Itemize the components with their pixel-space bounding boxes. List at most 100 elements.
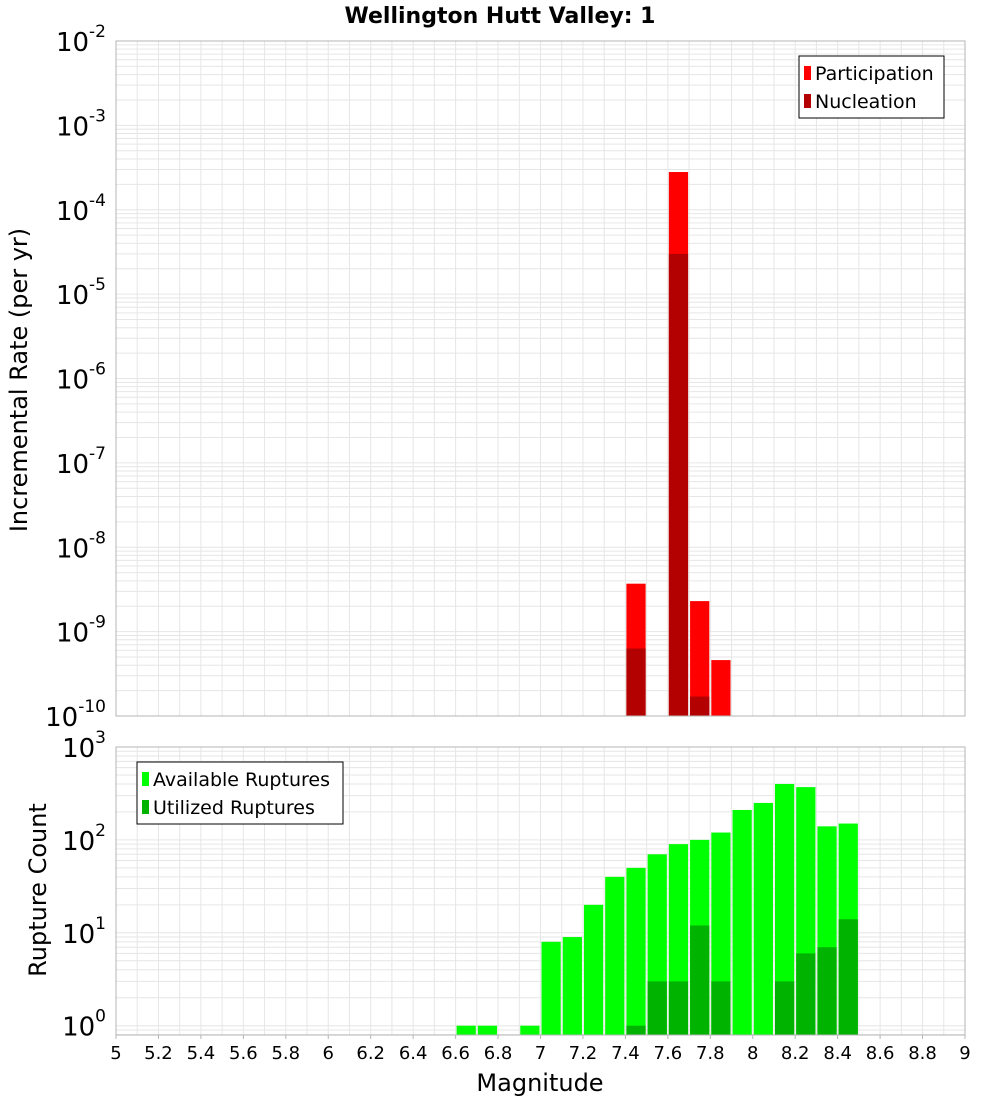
y-tick-exponent: -6 [89,360,106,380]
bar [774,783,795,1035]
y-tick-base: 10 [56,28,89,58]
x-tick-label: 6.6 [441,1043,470,1064]
legend-label: Participation [815,63,934,85]
x-tick-label: 7.6 [654,1043,683,1064]
x-tick-label: 5.8 [271,1043,300,1064]
incremental-rate-panel: 10-1010-910-810-710-610-510-410-310-2Par… [45,22,966,733]
grid-lines [115,41,966,717]
y-tick-base: 10 [56,450,89,480]
bar [520,1025,540,1035]
y-tick-label: 103 [62,728,106,764]
series-nucleation [626,253,710,716]
bar [690,601,710,716]
x-tick-label: 7.4 [611,1043,640,1064]
y-tick-base: 10 [62,827,95,857]
x-tick-label: 6.4 [399,1043,428,1064]
x-tick-label: 5.4 [187,1043,216,1064]
legend-label: Nucleation [815,91,917,113]
legend: Participation Nucleation [798,55,945,119]
x-tick-label: 9 [959,1043,970,1064]
y-tick-base: 10 [62,734,95,764]
x-tick-label: 6 [323,1043,334,1064]
y-tick-label: 101 [62,914,106,950]
bar [838,919,858,1035]
bar [562,937,582,1035]
x-tick-label: 5.2 [144,1043,173,1064]
x-tick-label: 6.8 [484,1043,513,1064]
y-tick-label: 10-6 [56,360,106,396]
y-tick-exponent: -3 [89,106,106,126]
legend-label: Utilized Ruptures [153,797,315,819]
legend: Available Ruptures Utilized Ruptures [136,761,344,825]
y-tick-exponent: 2 [95,821,106,841]
bar [817,947,837,1035]
y-tick-base: 10 [56,534,89,564]
top-y-axis-label: Incremental Rate (per yr) [5,228,33,532]
y-tick-label: 10-5 [56,275,106,311]
y-tick-exponent: 3 [95,728,106,748]
y-tick-label: 10-8 [56,528,106,564]
y-tick-base: 10 [45,703,78,733]
x-tick-label: 7.2 [569,1043,598,1064]
y-tick-base: 10 [62,1013,95,1043]
x-tick-label: 5 [110,1043,121,1064]
bar [711,660,731,716]
y-tick-exponent: 0 [95,1007,106,1027]
y-tick-label: 10-3 [56,106,106,142]
y-tick-exponent: -7 [89,444,106,464]
x-tick-label: 8.6 [866,1043,895,1064]
x-tick-label: 8.4 [823,1043,852,1064]
legend-box [798,55,945,119]
x-tick-label: 6.2 [356,1043,385,1064]
x-tick-label: 8.8 [908,1043,937,1064]
y-tick-exponent: -5 [89,275,106,295]
legend-swatch [142,772,149,786]
bottom-y-axis-label: Rupture Count [24,803,52,977]
bar [668,253,689,716]
bar [668,981,689,1035]
bar [690,925,710,1035]
y-tick-label: 10-10 [45,697,106,733]
bar [626,867,646,1035]
bar [690,696,710,716]
y-tick-exponent: -8 [89,528,106,548]
bar [583,904,604,1035]
y-tick-base: 10 [56,197,89,227]
bar [647,981,667,1035]
chart-title: Wellington Hutt Valley: 1 [345,4,656,29]
y-tick-exponent: 1 [95,914,106,934]
y-tick-label: 10-7 [56,444,106,480]
y-tick-label: 10-9 [56,613,106,649]
x-axis-label: Magnitude [476,1069,603,1097]
x-tick-labels: 5 5.2 5.4 5.6 5.8 6 6.2 6.4 6.6 6.8 7 7.2 7.4 7.6 7.8 8… [110,1035,971,1064]
y-tick-label: 100 [62,1007,106,1043]
series-available-ruptures [456,783,858,1035]
legend-box [136,761,344,825]
bar [541,941,561,1035]
y-tick-label: 10-2 [56,22,106,58]
bar [626,648,646,716]
legend-swatch [142,800,149,814]
y-tick-exponent: -4 [89,191,106,211]
bar [605,876,625,1035]
y-tick-exponent: -10 [78,697,106,717]
bar [477,1025,498,1035]
y-tick-base: 10 [56,366,89,396]
legend-swatch [804,66,811,80]
y-tick-base: 10 [56,112,89,142]
bar [711,981,731,1035]
bar [626,1025,646,1035]
y-tick-label: 10-4 [56,191,106,227]
bar [456,1025,476,1035]
plot-frame [115,40,966,717]
x-tick-label: 7 [535,1043,546,1064]
series-utilized-ruptures [626,919,858,1035]
y-tick-base: 10 [56,281,89,311]
y-tick-label: 102 [62,821,106,857]
x-tick-label: 8 [747,1043,758,1064]
legend-swatch [804,94,811,108]
bar [774,981,795,1035]
